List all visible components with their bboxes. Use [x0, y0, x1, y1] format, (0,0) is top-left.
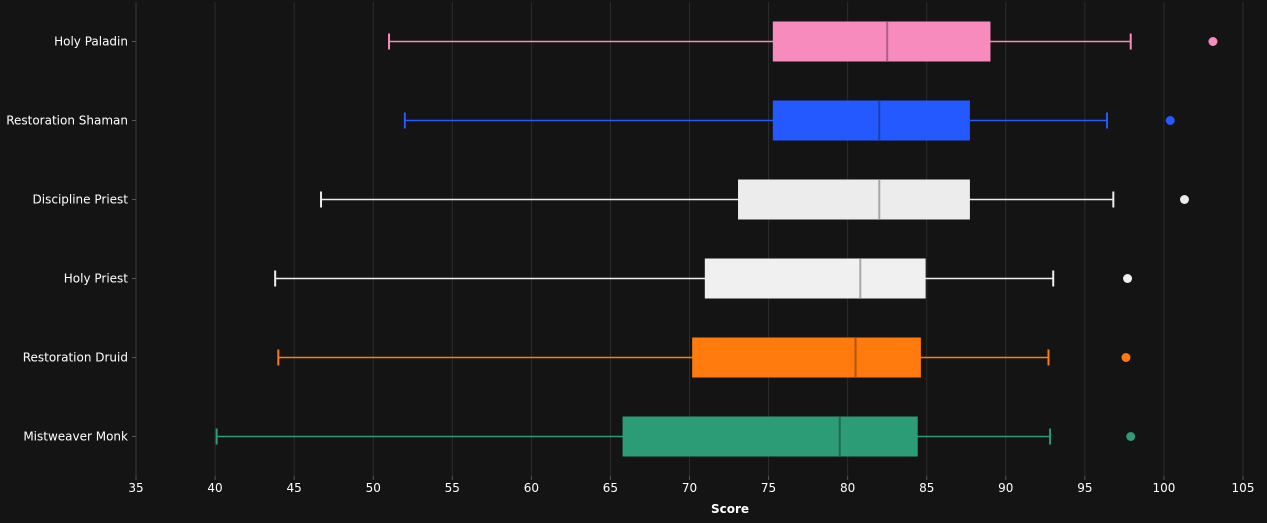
- outlier-point: [1126, 432, 1136, 441]
- x-tick-label: 100: [1152, 481, 1175, 495]
- x-tick-label: 45: [287, 481, 302, 495]
- axis-layer: 35 40 45 50 55 60 65 70 75 80 85 90 95 100 105 Holy Pal…: [6, 2, 1254, 495]
- outlier-point: [1165, 116, 1175, 125]
- box-iqr: [772, 21, 991, 62]
- x-tick-label: 90: [998, 481, 1013, 495]
- x-axis-title: Score: [711, 502, 749, 516]
- x-tick-label: 85: [919, 481, 934, 495]
- outlier-point: [1123, 274, 1133, 283]
- outlier-point: [1121, 353, 1131, 362]
- outlier-point: [1179, 195, 1189, 204]
- y-tick-label: Mistweaver Monk: [23, 430, 128, 444]
- y-tick-label: Holy Priest: [64, 272, 129, 286]
- box-iqr: [692, 337, 921, 378]
- outlier-point: [1208, 37, 1218, 46]
- y-tick-label: Holy Paladin: [54, 35, 128, 49]
- y-tick-label: Discipline Priest: [33, 193, 129, 207]
- y-tick-label: Restoration Druid: [23, 351, 128, 365]
- x-tick-label: 70: [682, 481, 697, 495]
- x-tick-label: 35: [128, 481, 143, 495]
- x-tick-label: 50: [366, 481, 381, 495]
- y-tick-label: Restoration Shaman: [6, 114, 128, 128]
- x-tick-label: 65: [603, 481, 618, 495]
- x-tick-label: 40: [207, 481, 222, 495]
- box-layer: [215, 21, 1218, 457]
- x-tick-label: 75: [761, 481, 776, 495]
- x-tick-label: 60: [524, 481, 539, 495]
- x-tick-label: 95: [1077, 481, 1092, 495]
- box-iqr: [704, 258, 926, 299]
- grid-layer: [135, 2, 1244, 476]
- x-tick-label: 55: [445, 481, 460, 495]
- x-tick-label: 80: [840, 481, 855, 495]
- x-tick-label: 105: [1232, 481, 1255, 495]
- box-iqr: [622, 416, 918, 457]
- box-iqr: [772, 100, 970, 141]
- box-iqr: [738, 179, 970, 220]
